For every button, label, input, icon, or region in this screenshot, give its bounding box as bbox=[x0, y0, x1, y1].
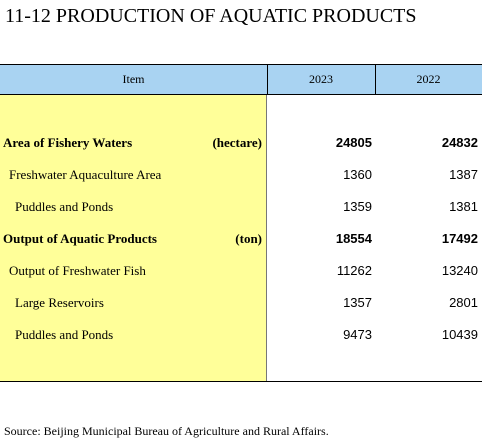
source: Source: Beijing Municipal Bureau of Agri… bbox=[4, 424, 329, 438]
header-cell: 2022 bbox=[416, 72, 441, 86]
row-label: Puddles and Ponds bbox=[15, 199, 114, 214]
cell-value: 24832 bbox=[441, 135, 478, 150]
cell-value: 9473 bbox=[343, 327, 372, 342]
divider bbox=[375, 64, 376, 95]
divider bbox=[267, 64, 268, 95]
cell-value: 1359 bbox=[343, 199, 372, 214]
cell-value: 18554 bbox=[335, 231, 372, 246]
row-label: Freshwater Aquaculture Area bbox=[9, 167, 162, 182]
cell-value: 11262 bbox=[336, 263, 372, 278]
cell-value: 1357 bbox=[343, 295, 372, 310]
bottom-rule bbox=[0, 381, 482, 382]
cell-value: 13240 bbox=[441, 263, 478, 278]
row-unit: (ton) bbox=[235, 231, 262, 246]
header-band bbox=[0, 64, 482, 95]
cell-value: 10439 bbox=[441, 327, 478, 342]
cell-value: 1381 bbox=[449, 199, 478, 214]
header-cell: 2023 bbox=[309, 72, 333, 86]
row-label: Area of Fishery Waters bbox=[3, 135, 133, 150]
cell-value: 24805 bbox=[335, 135, 372, 150]
title: 11-12 PRODUCTION OF AQUATIC PRODUCTS bbox=[5, 5, 417, 27]
cell-value: 2801 bbox=[449, 295, 478, 310]
cell-value: 1360 bbox=[343, 167, 372, 182]
row-unit: (hectare) bbox=[212, 135, 262, 150]
row-label: Output of Aquatic Products bbox=[3, 231, 157, 246]
row-label: Large Reservoirs bbox=[15, 295, 104, 310]
cell-value: 17492 bbox=[441, 231, 478, 246]
row-label: Output of Freshwater Fish bbox=[9, 263, 146, 278]
row-label: Puddles and Ponds bbox=[15, 327, 114, 342]
cell-value: 1387 bbox=[449, 167, 478, 182]
header-cell: Item bbox=[122, 72, 145, 86]
item-column bbox=[0, 95, 267, 381]
